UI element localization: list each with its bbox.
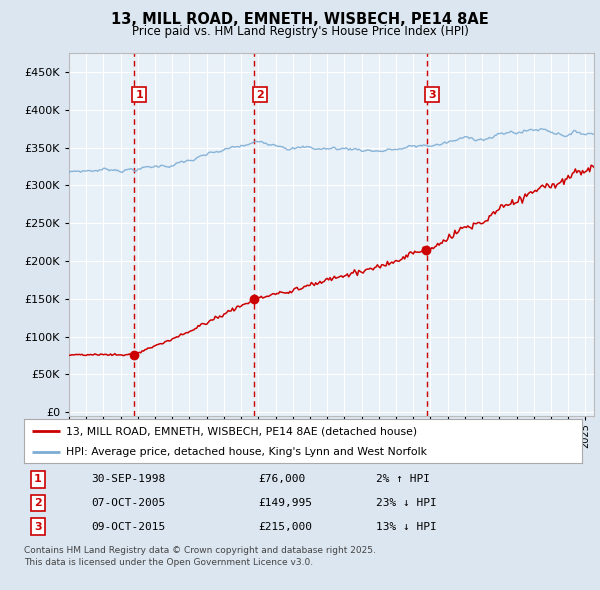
Text: 09-OCT-2015: 09-OCT-2015 (91, 522, 165, 532)
Text: 3: 3 (34, 522, 42, 532)
Text: £149,995: £149,995 (259, 498, 313, 508)
Text: 2: 2 (34, 498, 42, 508)
Text: 13, MILL ROAD, EMNETH, WISBECH, PE14 8AE (detached house): 13, MILL ROAD, EMNETH, WISBECH, PE14 8AE… (66, 427, 417, 436)
Text: 23% ↓ HPI: 23% ↓ HPI (376, 498, 436, 508)
Text: 1: 1 (135, 90, 143, 100)
Text: £76,000: £76,000 (259, 474, 305, 484)
Text: 3: 3 (428, 90, 436, 100)
Text: HPI: Average price, detached house, King's Lynn and West Norfolk: HPI: Average price, detached house, King… (66, 447, 427, 457)
Text: £215,000: £215,000 (259, 522, 313, 532)
Text: 30-SEP-1998: 30-SEP-1998 (91, 474, 165, 484)
Text: 2: 2 (256, 90, 264, 100)
Text: 07-OCT-2005: 07-OCT-2005 (91, 498, 165, 508)
Text: 13, MILL ROAD, EMNETH, WISBECH, PE14 8AE: 13, MILL ROAD, EMNETH, WISBECH, PE14 8AE (111, 12, 489, 27)
Text: 2% ↑ HPI: 2% ↑ HPI (376, 474, 430, 484)
Text: 1: 1 (34, 474, 42, 484)
Text: Price paid vs. HM Land Registry's House Price Index (HPI): Price paid vs. HM Land Registry's House … (131, 25, 469, 38)
Text: Contains HM Land Registry data © Crown copyright and database right 2025.
This d: Contains HM Land Registry data © Crown c… (24, 546, 376, 567)
Text: 13% ↓ HPI: 13% ↓ HPI (376, 522, 436, 532)
